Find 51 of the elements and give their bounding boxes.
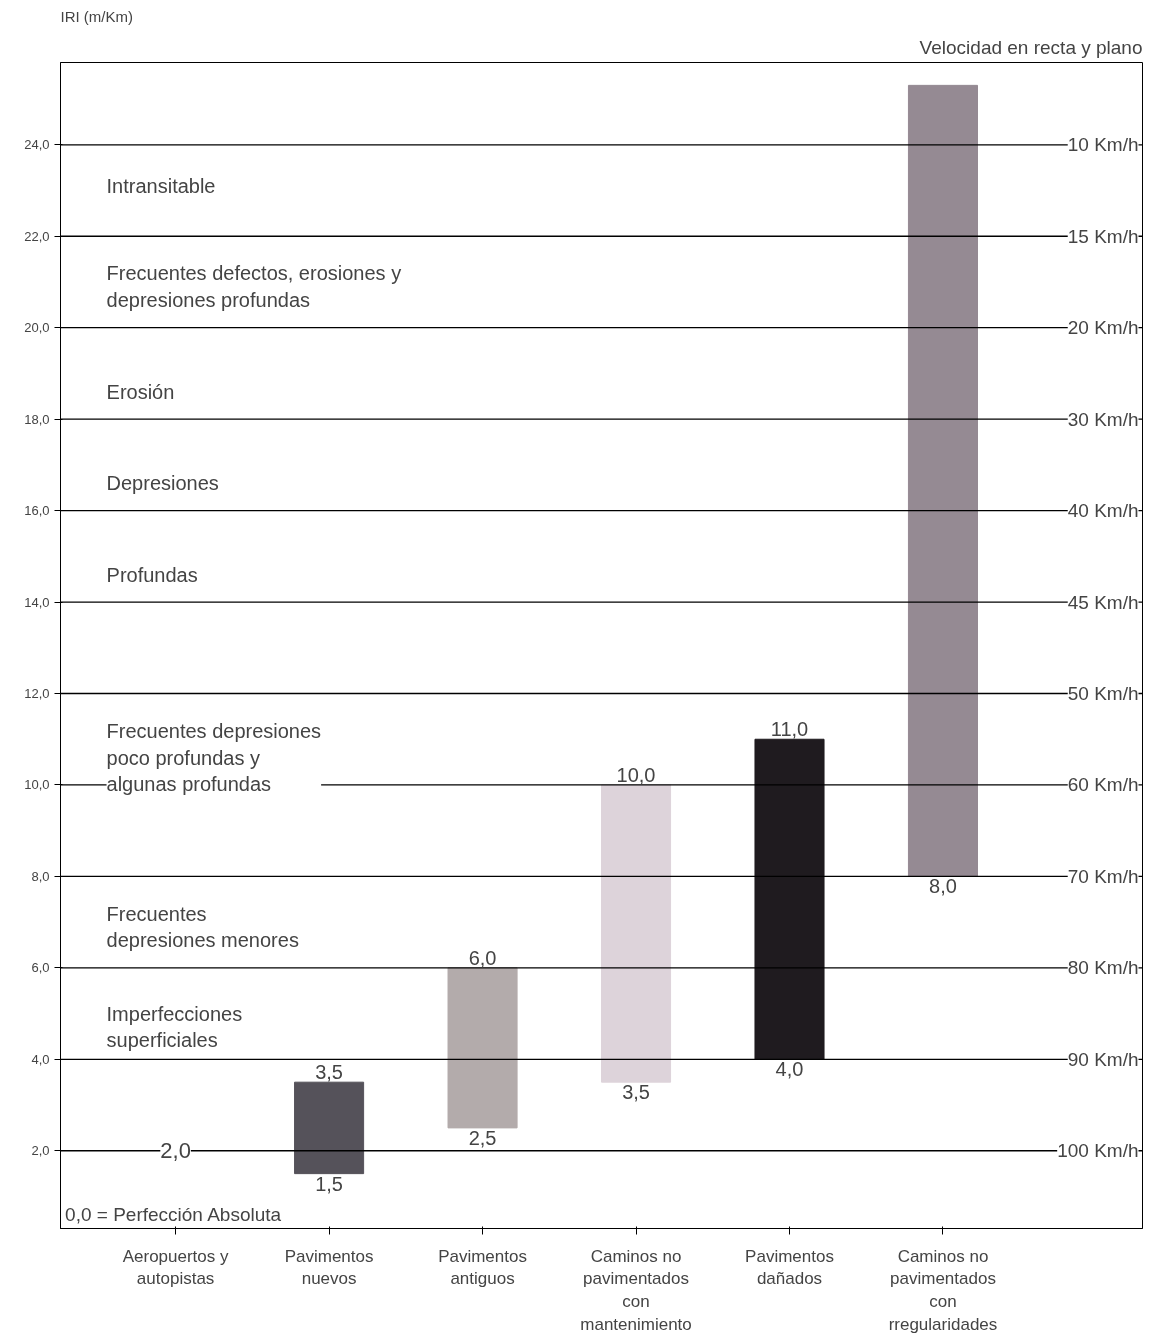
annotation: 6,0 [468, 946, 497, 969]
y-tick-label: 18,0 [24, 411, 50, 427]
y-tick-label: 10,0 [24, 777, 50, 793]
x-tick-label: Caminos no pavimentados con rregularidades [888, 1246, 998, 1334]
x-tick-label: Caminos no pavimentados con mantenimiento [580, 1246, 692, 1334]
annotation: 4,0 [775, 1058, 804, 1081]
y-tick-label: 22,0 [24, 228, 50, 244]
annotation: 10,0 [616, 763, 656, 786]
x-tick-label: Aeropuertos y autopistas [122, 1246, 230, 1289]
annotation: Frecuentes defectos, erosiones y depresiones profundas [106, 262, 402, 311]
ref-line-label: 20 Km/h [1067, 317, 1139, 339]
annotation: Imperfecciones superficiales [106, 1003, 243, 1052]
ref-line-label: 100 Km/h [1057, 1140, 1139, 1162]
y-tick-label: 6,0 [31, 960, 50, 976]
annotation: 3,5 [622, 1081, 650, 1104]
y2-axis-title: Velocidad en recta y plano [919, 36, 1143, 58]
ref-line-label: 40 Km/h [1067, 500, 1139, 522]
y-tick-label: 2,0 [31, 1143, 50, 1159]
y-tick-label: 24,0 [24, 137, 50, 153]
annotation: 2,0 [160, 1138, 191, 1164]
y-axis-title: IRI (m/Km) [60, 7, 133, 25]
y-tick-label: 4,0 [31, 1051, 50, 1067]
annotation: Frecuentes depresiones poco profundas y algunas profundas [106, 720, 322, 795]
annotation: 1,5 [315, 1172, 343, 1195]
annotation: Profundas [106, 563, 198, 586]
ref-line-label: 15 Km/h [1067, 225, 1139, 247]
annotation: 3,5 [315, 1061, 343, 1084]
ref-line-label: 90 Km/h [1067, 1048, 1139, 1070]
x-tick-label: Pavimentos antiguos [438, 1246, 527, 1289]
y-tick-label: 8,0 [31, 868, 50, 884]
annotation: Intransitable [106, 174, 216, 197]
annotation: 0,0 = Perfección Absoluta [65, 1203, 282, 1225]
y-tick-label: 14,0 [24, 594, 50, 610]
ref-line-label: 70 Km/h [1067, 865, 1139, 887]
y-tick-label: 20,0 [24, 320, 50, 336]
annotation: Erosión [106, 380, 175, 403]
annotation: 2,5 [468, 1126, 497, 1149]
ref-line-label: 10 Km/h [1067, 134, 1139, 156]
ref-line-label: 30 Km/h [1067, 408, 1139, 430]
ref-line-label: 50 Km/h [1067, 683, 1139, 705]
x-tick-label: Pavimentos nuevos [284, 1246, 374, 1289]
ref-line-label: 80 Km/h [1067, 957, 1139, 979]
x-tick-label: Pavimentos dañados [745, 1246, 834, 1289]
y-tick-label: 12,0 [24, 686, 50, 702]
ref-line-label: 60 Km/h [1067, 774, 1139, 796]
annotation: Frecuentes depresiones menores [106, 902, 299, 951]
annotation: 8,0 [929, 875, 957, 898]
y-tick-label: 16,0 [24, 503, 50, 519]
ref-line-label: 45 Km/h [1067, 591, 1139, 613]
annotation: Depresiones [106, 472, 219, 495]
annotation: 11,0 [770, 718, 809, 741]
